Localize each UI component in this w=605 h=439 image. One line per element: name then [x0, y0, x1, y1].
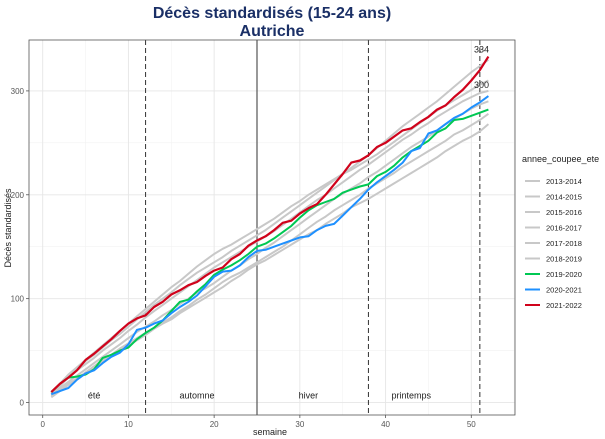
- axes: 0 100 200 300 0 10 20 30 40 50: [11, 87, 477, 429]
- annotation-label: hiver: [299, 390, 319, 400]
- legend-label: 2018-2019: [546, 255, 582, 264]
- annotation-label: automne: [179, 390, 214, 400]
- x-tick-label: 30: [295, 420, 304, 429]
- series-line-2013-2014: [50, 123, 490, 398]
- annotation-label: 334: [474, 44, 489, 54]
- legend-title: annee_coupee_ete: [522, 154, 599, 164]
- x-tick-label: 40: [381, 420, 390, 429]
- x-tick-label: 20: [210, 420, 219, 429]
- legend-label: 2017-2018: [546, 239, 582, 248]
- annotation-label: printemps: [392, 390, 432, 400]
- legend-label: 2021-2022: [546, 301, 582, 310]
- series-line-2015-2016: [50, 100, 489, 397]
- legend-label: 2015-2016: [546, 208, 582, 217]
- series-line-2021-2022: [50, 56, 490, 393]
- x-tick-label: 50: [467, 420, 476, 429]
- x-tick-label: 10: [124, 420, 133, 429]
- legend-label: 2019-2020: [546, 270, 582, 279]
- plot-panel: [28, 39, 516, 416]
- legend-label: 2013-2014: [546, 177, 582, 186]
- chart-title: Décès standardisés (15-24 ans): [153, 5, 391, 22]
- y-tick-label: 0: [20, 399, 25, 408]
- season-dividers: [145, 40, 481, 415]
- legend: annee_coupee_ete 2013-2014 2014-2015 2015-…: [522, 154, 599, 310]
- chart-subtitle: Autriche: [240, 23, 305, 40]
- legend-label: 2014-2015: [546, 193, 582, 202]
- series-line-2018-2019: [50, 58, 489, 395]
- annotation-label: 300: [474, 80, 489, 90]
- y-tick-label: 200: [11, 191, 25, 200]
- x-tick-label: 0: [40, 420, 45, 429]
- y-tick-label: 100: [11, 295, 25, 304]
- x-axis-label: semaine: [253, 427, 287, 437]
- y-tick-label: 300: [11, 87, 25, 96]
- series-lines: [50, 56, 490, 399]
- series-line-2016-2017: [50, 89, 489, 395]
- legend-label: 2020-2021: [546, 286, 582, 295]
- annotation-label: été: [88, 390, 101, 400]
- legend-label: 2016-2017: [546, 224, 582, 233]
- series-line-2014-2015: [50, 112, 489, 399]
- annotations: 334 300 été automne hiver printemps: [88, 44, 489, 400]
- series-line-2020-2021: [50, 95, 489, 396]
- y-axis-label: Décès standardisés: [3, 188, 13, 268]
